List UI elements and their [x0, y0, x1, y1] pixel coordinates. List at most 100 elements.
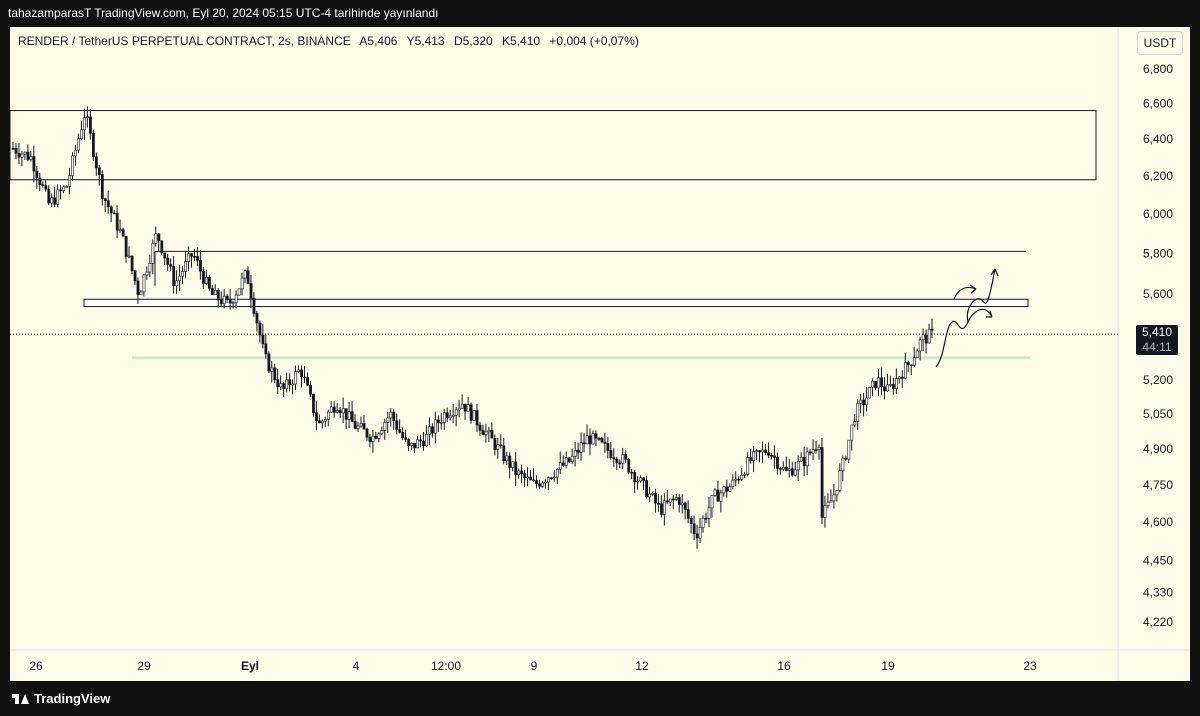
- candle-body: [341, 408, 345, 414]
- candle-body: [490, 430, 494, 439]
- x-tick-label: 23: [1023, 659, 1037, 673]
- y-tick-label: 6,600: [1143, 96, 1173, 110]
- candle-body: [844, 457, 848, 460]
- candle-body: [288, 379, 292, 386]
- candle-body: [80, 129, 83, 140]
- candle-body: [895, 378, 898, 389]
- candle-body: [428, 426, 431, 435]
- candle-body: [808, 451, 812, 454]
- candle-body: [178, 275, 182, 281]
- candle-body: [190, 253, 193, 257]
- candle-body: [737, 478, 741, 481]
- candle-body: [219, 299, 223, 305]
- y-tick-label: 4,750: [1143, 478, 1173, 492]
- candle-body: [909, 364, 913, 367]
- candle-body: [493, 437, 497, 450]
- candle-body: [169, 264, 173, 267]
- candle-body: [558, 462, 562, 470]
- candle-body: [193, 256, 196, 258]
- candle-body: [615, 458, 619, 464]
- candle-body: [883, 386, 886, 392]
- candle-body: [874, 380, 878, 389]
- candle-body: [826, 501, 830, 507]
- candle-body: [395, 420, 399, 430]
- candle-body: [731, 479, 735, 487]
- candle-body: [695, 533, 699, 539]
- candle-body: [321, 420, 324, 424]
- candle-body: [65, 186, 69, 188]
- currency-button[interactable]: USDT: [1137, 31, 1183, 55]
- candle-body: [115, 213, 119, 231]
- candle-body: [633, 472, 637, 483]
- candle-body: [835, 489, 839, 496]
- candle-body: [597, 437, 601, 440]
- candle-body: [451, 414, 455, 417]
- candle-body: [142, 274, 146, 293]
- candle-body: [550, 477, 553, 479]
- candle-body: [273, 367, 277, 380]
- candle-body: [326, 411, 330, 420]
- candle-body: [692, 523, 696, 535]
- chart-area[interactable]: 6,800 6,600 6,400 6,200 6,000 5,800 5,600 5,200…: [10, 27, 1190, 681]
- candle-body: [439, 422, 443, 424]
- candle-body: [621, 454, 625, 464]
- candle-body: [645, 480, 649, 498]
- candle-body: [892, 384, 895, 389]
- candle-body: [145, 271, 149, 276]
- projection-arrow-upper: [966, 268, 999, 323]
- y-tick-label: 4,330: [1143, 585, 1173, 599]
- candle-body: [282, 383, 286, 389]
- candle-body: [529, 476, 533, 481]
- x-tick-label: 12: [635, 659, 649, 673]
- candle-body: [347, 411, 351, 420]
- candle-body: [133, 270, 137, 282]
- candle-body: [410, 442, 414, 446]
- candle-body: [377, 433, 381, 439]
- x-tick-label: 19: [881, 659, 895, 673]
- candle-body: [151, 243, 155, 264]
- candle-body: [100, 174, 104, 200]
- candle-body: [526, 476, 530, 479]
- legend-low: D5,320: [453, 34, 493, 48]
- candle-body: [335, 410, 339, 413]
- candle-body: [541, 482, 544, 487]
- candle-body: [56, 189, 60, 205]
- candle-body: [924, 334, 928, 344]
- x-tick-label: 12:00: [431, 659, 461, 673]
- candle-body: [291, 383, 295, 386]
- tradingview-logo[interactable]: TradingView: [12, 691, 110, 706]
- candle-body: [823, 505, 827, 518]
- candle-body: [148, 263, 152, 273]
- candle-body: [900, 376, 904, 379]
- candle-body: [383, 422, 387, 431]
- candle-body: [514, 461, 518, 475]
- candle-body: [136, 280, 140, 296]
- candle-body: [648, 493, 651, 498]
- candle-body: [210, 288, 214, 295]
- candle-body: [407, 439, 411, 446]
- x-tick-label: 4: [353, 659, 360, 673]
- candle-body: [97, 167, 101, 175]
- candle-body: [704, 517, 708, 520]
- candle-body: [166, 257, 170, 265]
- candle-body: [582, 442, 586, 445]
- candle-body: [371, 435, 375, 442]
- candle-body: [416, 439, 419, 449]
- candle-body: [755, 450, 759, 452]
- candle-body: [716, 489, 720, 502]
- candle-body: [365, 428, 369, 438]
- candle-body: [350, 411, 354, 422]
- candle-body: [796, 460, 800, 471]
- candle-body: [603, 441, 607, 444]
- candle-body: [639, 477, 643, 482]
- y-tick-label: 6,000: [1143, 207, 1173, 221]
- candle-body: [17, 153, 21, 158]
- y-tick-label: 5,050: [1143, 407, 1173, 421]
- candle-body: [594, 433, 598, 439]
- candle-body: [921, 334, 925, 341]
- price-chart[interactable]: 6,800 6,600 6,400 6,200 6,000 5,800 5,600 5,200…: [10, 27, 1190, 681]
- candle-body: [790, 468, 794, 476]
- candle-body: [53, 197, 57, 205]
- candle-body: [460, 403, 464, 409]
- candle-body: [663, 500, 666, 515]
